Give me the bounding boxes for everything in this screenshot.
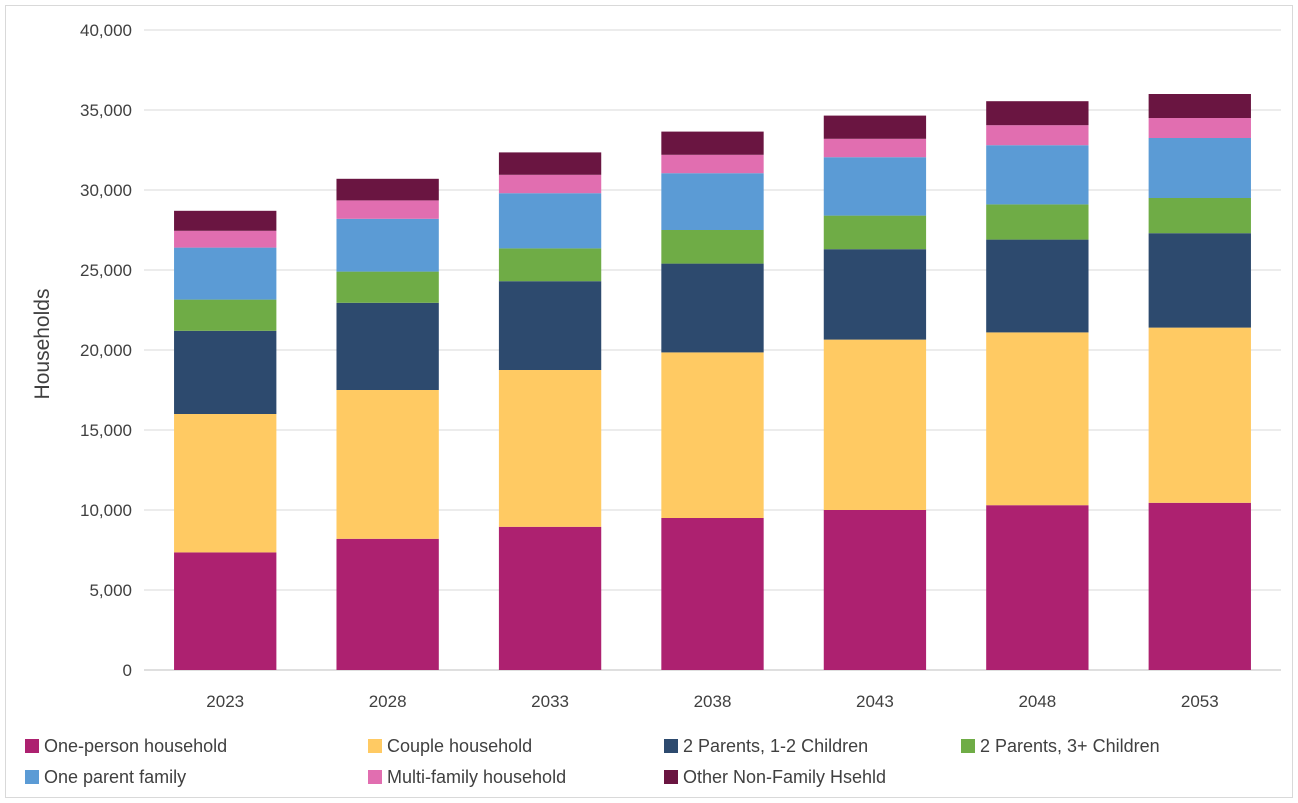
legend-swatch [368, 770, 382, 784]
y-tick-label: 25,000 [80, 261, 132, 280]
legend-label: Multi-family household [387, 767, 566, 787]
bar-segment [174, 247, 277, 300]
legend: One-person household Couple household 2 Pa… [25, 736, 1160, 787]
bar-segment [823, 249, 927, 340]
legend-label: 2 Parents, 3+ Children [980, 736, 1160, 756]
bar-segment [1148, 118, 1251, 138]
y-tick-label: 0 [123, 661, 132, 680]
y-tick-label: 5,000 [89, 581, 132, 600]
bar-segment [986, 332, 1089, 506]
legend-label: One-person household [44, 736, 227, 756]
bar-segment [174, 210, 277, 231]
legend-swatch [25, 739, 39, 753]
bar-segment [1148, 502, 1251, 670]
bar-segment [986, 505, 1089, 670]
y-axis-title: Households [31, 289, 54, 400]
bar-segment [661, 352, 764, 518]
bars [174, 94, 1251, 670]
bar-segment [336, 390, 439, 539]
x-tick-label: 2023 [206, 692, 244, 711]
y-tick-label: 20,000 [80, 341, 132, 360]
legend-swatch [25, 770, 39, 784]
y-tick-label: 40,000 [80, 21, 132, 40]
y-tick-label: 10,000 [80, 501, 132, 520]
legend-label: 2 Parents, 1-2 Children [683, 736, 868, 756]
legend-swatch [664, 739, 678, 753]
bar-segment [174, 230, 277, 248]
bar-segment [336, 271, 439, 303]
legend-swatch [368, 739, 382, 753]
bar-segment [1148, 138, 1251, 198]
bar-segment [823, 339, 927, 510]
bar-segment [1148, 198, 1251, 234]
bar-segment [174, 299, 277, 331]
stacked-bar-chart: 0 5,000 10,000 15,000 20,000 25,000 30,000 35,0… [25, 21, 1281, 787]
bar-segment [498, 152, 602, 175]
bar-segment [986, 101, 1089, 126]
bar-segment [336, 200, 439, 219]
bar-segment [174, 330, 277, 414]
bar-segment [336, 538, 439, 670]
bar-segment [336, 302, 439, 390]
bar-segment [661, 173, 764, 230]
y-tick-label: 15,000 [80, 421, 132, 440]
x-tick-label: 2028 [369, 692, 407, 711]
bar-segment [986, 125, 1089, 146]
bar-segment [823, 115, 927, 139]
legend-label: One parent family [44, 767, 186, 787]
y-tick-label: 35,000 [80, 101, 132, 120]
x-tick-label: 2043 [856, 692, 894, 711]
bar-segment [986, 239, 1089, 333]
bar-segment [661, 154, 764, 174]
bar-segment [661, 131, 764, 155]
bar-segment [823, 215, 927, 250]
bar-segment [174, 414, 277, 553]
bar-segment [336, 218, 439, 272]
x-axis-ticks: 2023 2028 2033 2038 2043 2048 2053 [206, 692, 1218, 711]
bar-segment [1148, 327, 1251, 503]
bar-segment [1148, 94, 1251, 118]
y-tick-label: 30,000 [80, 181, 132, 200]
bar-segment [498, 193, 602, 249]
bar-segment [498, 248, 602, 282]
bar-segment [498, 174, 602, 194]
bar-segment [823, 138, 927, 158]
legend-swatch [664, 770, 678, 784]
bar-segment [986, 204, 1089, 240]
x-tick-label: 2048 [1018, 692, 1056, 711]
chart-frame: 0 5,000 10,000 15,000 20,000 25,000 30,000 35,0… [5, 5, 1293, 798]
x-tick-label: 2053 [1181, 692, 1219, 711]
bar-segment [174, 552, 277, 670]
bar-segment [986, 145, 1089, 205]
bar-segment [661, 518, 764, 670]
x-tick-label: 2033 [531, 692, 569, 711]
bar-segment [498, 526, 602, 670]
legend-swatch [961, 739, 975, 753]
bar-segment [1148, 233, 1251, 328]
y-axis-ticks: 0 5,000 10,000 15,000 20,000 25,000 30,000 35,0… [80, 21, 132, 680]
bar-segment [336, 178, 439, 201]
bar-segment [823, 157, 927, 216]
bar-segment [661, 263, 764, 353]
bar-segment [498, 370, 602, 527]
bar-segment [823, 510, 927, 670]
x-tick-label: 2038 [694, 692, 732, 711]
bar-segment [661, 230, 764, 264]
legend-label: Other Non-Family Hsehld [683, 767, 886, 787]
legend-label: Couple household [387, 736, 532, 756]
bar-segment [498, 281, 602, 370]
